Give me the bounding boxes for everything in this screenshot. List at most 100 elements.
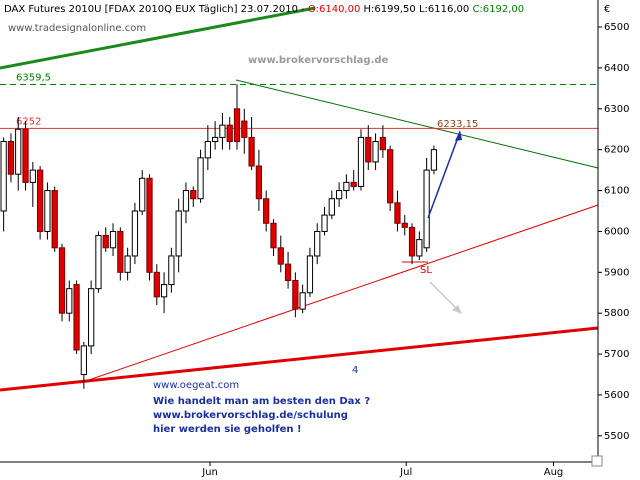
candle-body <box>7 141 15 175</box>
candle-body <box>204 141 211 159</box>
promo-text: Wie handelt man am besten den Dax ? <box>153 396 370 407</box>
candle-body <box>292 279 299 310</box>
promo-text: www.brokervorschlag.de/schulung <box>153 410 348 421</box>
candle-body <box>387 149 394 204</box>
trend-line <box>0 6 316 70</box>
candle-body <box>372 141 379 163</box>
candle-body <box>0 141 7 212</box>
candle-body <box>95 235 102 290</box>
candle-body <box>233 108 241 143</box>
candle-body <box>131 210 139 257</box>
arrow-head <box>452 305 462 314</box>
candle-body <box>357 136 365 187</box>
y-tick-label: 5900 <box>604 267 629 278</box>
candles <box>0 84 438 389</box>
candle-body <box>423 169 430 249</box>
y-tick-label: 6000 <box>604 226 629 237</box>
candle-body <box>22 128 29 183</box>
x-tick-label: Jul <box>399 467 412 478</box>
y-tick-label: 5800 <box>604 308 629 319</box>
candle-body <box>36 169 44 232</box>
promo-text: hier werden sie geholfen ! <box>153 424 302 435</box>
candle-body <box>321 214 328 232</box>
candle-body <box>284 263 292 281</box>
chart-title: DAX Futures 2010U [FDAX 2010Q EUX Täglic… <box>4 4 524 15</box>
count-label: 4 <box>352 365 358 376</box>
y-tick-label: 6300 <box>604 104 629 115</box>
arrow-head <box>455 130 462 141</box>
candle-body <box>255 165 263 200</box>
candle-body <box>182 190 190 212</box>
candle-body <box>241 120 248 138</box>
y-tick-label: 6100 <box>604 186 629 197</box>
candle-body <box>175 210 182 257</box>
candle-body <box>58 247 66 314</box>
candle-body <box>416 239 423 257</box>
candle-body <box>408 226 416 257</box>
candle-body <box>88 288 95 347</box>
candle-body <box>263 198 270 224</box>
target-label: 6233,15 <box>437 119 478 130</box>
candle-body <box>197 157 204 200</box>
candle-body <box>219 124 226 138</box>
candle-body <box>29 169 36 183</box>
scroll-corner[interactable] <box>591 455 603 467</box>
candle-body <box>44 190 51 232</box>
trend-line <box>79 204 599 384</box>
candle-body <box>335 190 343 200</box>
candle-body <box>80 345 87 376</box>
candle-body <box>343 181 350 192</box>
trend-line <box>235 79 599 169</box>
candle-body <box>124 255 131 273</box>
promo-url: www.oegeat.com <box>153 380 239 391</box>
candle-body <box>306 255 314 294</box>
y-tick-label: 6500 <box>604 22 629 33</box>
candle-body <box>328 198 335 216</box>
source: www.tradesignalonline.com <box>8 23 146 34</box>
stop-label: SL <box>420 265 432 276</box>
ohlc-open: O:6140,00 <box>308 4 360 15</box>
candle-body <box>190 190 197 200</box>
ohlc-low: L:6116,00 <box>419 4 469 15</box>
trend-line <box>0 326 599 392</box>
candle-body <box>15 128 22 175</box>
candle-body <box>102 235 109 249</box>
candle-body <box>401 222 408 228</box>
y-tick-label: 5700 <box>604 349 629 360</box>
arrow <box>429 281 461 313</box>
candle-body <box>314 230 321 257</box>
candle-body <box>73 284 80 351</box>
candle-body <box>153 271 160 298</box>
candle-body <box>365 136 372 163</box>
title-text: DAX Futures 2010U [FDAX 2010Q EUX Täglic… <box>4 4 305 15</box>
y-tick-label: 6400 <box>604 63 629 74</box>
candle-body <box>350 181 357 187</box>
candle-body <box>51 190 58 249</box>
x-tick-label: Aug <box>544 467 564 478</box>
candle-body <box>277 247 284 265</box>
candle-body <box>394 202 401 224</box>
watermark: www.brokervorschlag.de <box>248 55 389 66</box>
candle-body <box>109 230 117 249</box>
candle-body <box>299 292 306 310</box>
candle-body <box>160 284 168 298</box>
ohlc-close: C:6192,00 <box>472 4 524 15</box>
candle-body <box>139 177 146 212</box>
candle-body <box>212 136 219 143</box>
arrow <box>427 131 461 219</box>
candle-body <box>146 177 153 273</box>
currency: € <box>604 4 610 15</box>
candle-body <box>430 149 438 171</box>
y-tick-label: 5500 <box>604 431 629 442</box>
candle-body <box>117 230 124 273</box>
h-line-label: 6359,5 <box>16 72 51 83</box>
candle-body <box>379 136 386 151</box>
candle-body <box>270 222 277 249</box>
h-line-label: 6252 <box>16 116 41 127</box>
y-tick-label: 6200 <box>604 145 629 156</box>
candle-body <box>66 288 73 314</box>
candle-body <box>226 124 233 143</box>
candle-body <box>168 255 175 286</box>
